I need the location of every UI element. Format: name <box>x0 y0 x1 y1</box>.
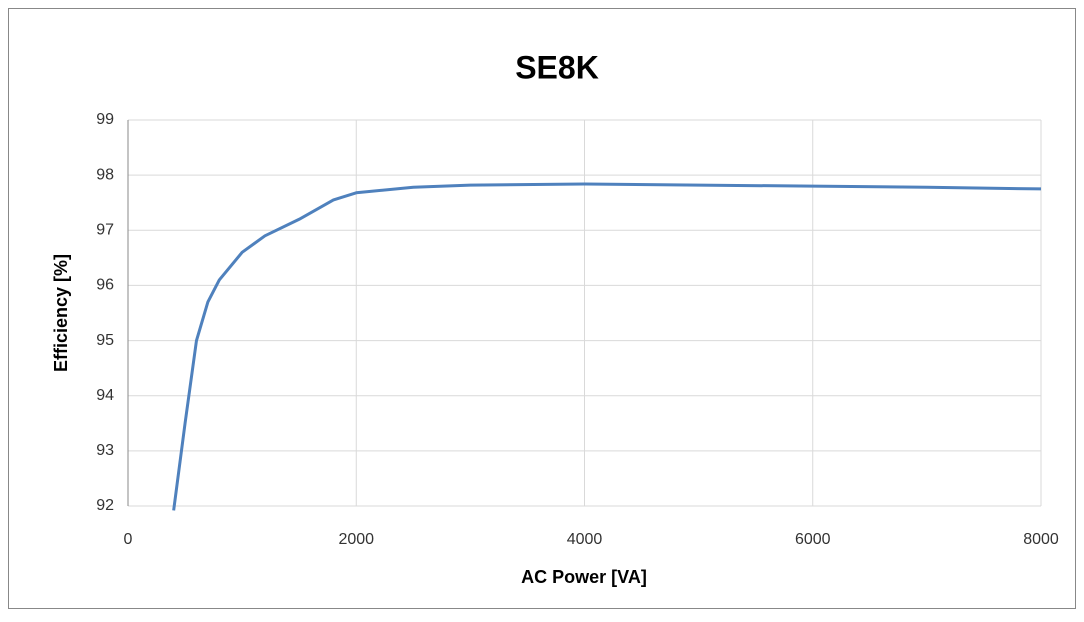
chart-title: SE8K <box>515 49 599 85</box>
x-tick-label: 6000 <box>795 531 831 548</box>
y-axis-label: Efficiency [%] <box>51 254 71 372</box>
y-tick-label: 99 <box>96 111 114 128</box>
x-tick-label: 8000 <box>1023 531 1059 548</box>
x-tick-label: 0 <box>124 531 133 548</box>
y-tick-label: 98 <box>96 166 114 183</box>
y-tick-label: 94 <box>96 387 114 404</box>
chart-frame <box>8 8 1076 609</box>
y-tick-label: 97 <box>96 222 114 239</box>
y-tick-label: 96 <box>96 277 114 294</box>
data-line <box>172 182 1042 511</box>
y-tick-label: 92 <box>96 497 114 514</box>
x-tick-label: 2000 <box>338 531 374 548</box>
x-tick-label: 4000 <box>567 531 603 548</box>
y-tick-label: 95 <box>96 332 114 349</box>
y-tick-label: 93 <box>96 442 114 459</box>
x-axis-label: AC Power [VA] <box>521 567 647 587</box>
